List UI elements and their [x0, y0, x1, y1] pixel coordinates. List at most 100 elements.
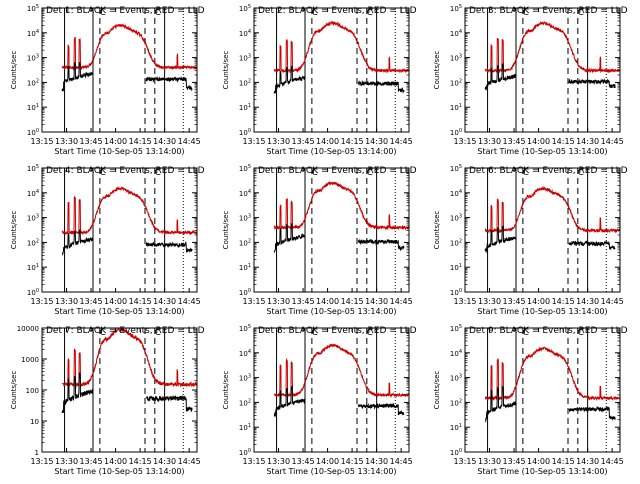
x-tick-label: 14:15: [341, 297, 364, 306]
x-tick-label: 13:15: [453, 137, 476, 146]
x-tick-label: 14:45: [390, 137, 413, 146]
y-tick-label: 102: [450, 398, 462, 407]
x-tick-label: 14:45: [178, 297, 201, 306]
events-series-line: [357, 79, 405, 94]
x-tick-label: 13:45: [292, 297, 315, 306]
marker-label: C: [100, 168, 106, 178]
x-tick-label: 13:15: [453, 457, 476, 466]
y-axis-label: Counts/sec: [433, 51, 441, 90]
marker-label: C: [578, 168, 584, 178]
x-tick-label: 14:30: [365, 297, 388, 306]
x-tick-label: 13:45: [80, 297, 103, 306]
lld-series-line: [484, 185, 620, 234]
x-tick-label: 13:15: [242, 297, 265, 306]
marker-label: C: [367, 8, 373, 18]
x-tick-label: 14:00: [316, 297, 339, 306]
y-axis-label: Counts/sec: [433, 371, 441, 410]
plot-frame: [41, 167, 198, 293]
x-tick-label: 14:45: [178, 457, 201, 466]
lld-series-line: [61, 328, 197, 388]
x-tick-label: 14:15: [129, 297, 152, 306]
events-series-line: [273, 223, 306, 254]
marker-label: C: [523, 328, 529, 338]
marker-label: C: [523, 168, 529, 178]
x-tick-label: 13:15: [30, 137, 53, 146]
y-tick-label: 103: [239, 214, 251, 223]
lld-series-line: [273, 180, 409, 231]
events-series-line: [568, 78, 616, 88]
marker-label: C: [312, 8, 318, 18]
y-tick-label: 100: [239, 448, 251, 457]
marker-label: C: [155, 8, 161, 18]
y-axis-label: Counts/sec: [222, 371, 230, 410]
x-tick-label: 13:30: [55, 457, 78, 466]
events-series-line: [357, 402, 405, 416]
x-axis-label: Start Time (10-Sep-05 13:14:00): [54, 147, 184, 156]
y-tick-label: 103: [27, 214, 39, 223]
y-tick-label: 101: [450, 423, 462, 432]
events-series-line: [484, 225, 517, 254]
y-tick-label: 101: [239, 423, 251, 432]
x-tick-label: 14:15: [552, 457, 575, 466]
x-tick-label: 13:15: [242, 137, 265, 146]
y-tick-label: 105: [27, 4, 39, 13]
events-series-line: [568, 240, 616, 250]
y-tick-label: 1000: [21, 356, 39, 364]
y-tick-label: 105: [239, 164, 251, 173]
y-tick-label: 100: [27, 288, 39, 297]
lld-series-line: [273, 20, 409, 74]
events-series-line: [145, 75, 193, 92]
panel-title: Det 9: BLACK = Events, RED = LLD: [469, 326, 628, 336]
plot-frame: [41, 7, 198, 133]
x-tick-label: 13:15: [453, 297, 476, 306]
x-tick-label: 14:30: [365, 457, 388, 466]
marker-label: C: [312, 328, 318, 338]
y-tick-label: 100: [450, 288, 462, 297]
x-tick-label: 14:30: [576, 137, 599, 146]
x-tick-label: 14:00: [104, 457, 127, 466]
x-tick-label: 14:45: [390, 297, 413, 306]
y-tick-label: 101: [27, 103, 39, 112]
x-tick-label: 13:30: [267, 297, 290, 306]
y-tick-label: 105: [450, 4, 462, 13]
x-tick-label: 14:30: [365, 137, 388, 146]
x-tick-label: 14:00: [316, 457, 339, 466]
y-tick-label: 100: [239, 128, 251, 137]
x-axis-label: Start Time (10-Sep-05 13:14:00): [54, 307, 184, 316]
y-axis-label: Counts/sec: [10, 211, 18, 250]
marker-label: C: [367, 168, 373, 178]
x-tick-label: 13:30: [478, 137, 501, 146]
y-tick-label: 10: [30, 418, 39, 426]
y-tick-label: 103: [239, 374, 251, 383]
y-tick-label: 102: [27, 238, 39, 247]
marker-label: C: [100, 328, 106, 338]
plot-frame: [253, 7, 410, 133]
y-tick-label: 102: [239, 238, 251, 247]
panel-title: Det 2: BLACK = Events, RED = LLD: [258, 6, 417, 16]
y-tick-label: 104: [239, 29, 251, 38]
events-series-line: [568, 406, 616, 421]
x-tick-label: 13:30: [55, 137, 78, 146]
x-tick-label: 13:30: [267, 137, 290, 146]
y-tick-label: 104: [239, 189, 251, 198]
x-tick-label: 14:45: [601, 137, 624, 146]
x-tick-label: 13:15: [30, 297, 53, 306]
x-axis-label: Start Time (10-Sep-05 13:14:00): [266, 467, 396, 476]
lld-series-line: [273, 343, 409, 399]
x-axis-label: Start Time (10-Sep-05 13:14:00): [266, 307, 396, 316]
y-tick-label: 104: [450, 29, 462, 38]
x-axis-label: Start Time (10-Sep-05 13:14:00): [477, 467, 607, 476]
x-tick-label: 13:45: [80, 137, 103, 146]
marker-label: C: [578, 328, 584, 338]
lld-series-line: [61, 22, 197, 71]
y-tick-label: 105: [27, 164, 39, 173]
x-tick-label: 14:00: [527, 137, 550, 146]
x-tick-label: 14:00: [527, 457, 550, 466]
x-tick-label: 14:45: [178, 137, 201, 146]
y-axis-label: Counts/sec: [433, 211, 441, 250]
x-tick-label: 14:45: [390, 457, 413, 466]
